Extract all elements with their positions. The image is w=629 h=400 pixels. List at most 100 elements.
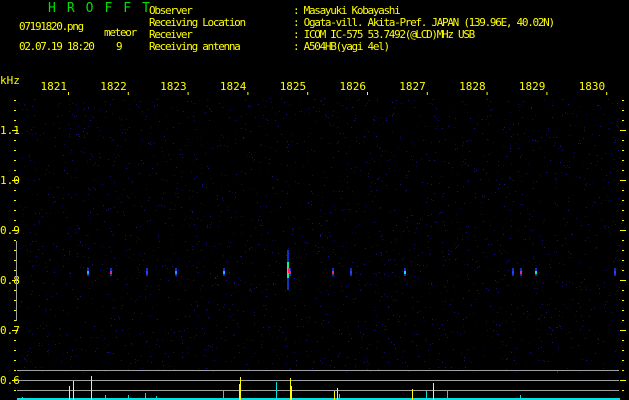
noise-pixel — [222, 107, 223, 108]
noise-pixel — [70, 276, 71, 277]
noise-pixel — [574, 98, 575, 99]
noise-pixel — [22, 133, 23, 134]
noise-pixel — [578, 303, 579, 304]
noise-pixel — [76, 115, 77, 116]
noise-pixel — [201, 220, 202, 221]
noise-pixel — [69, 104, 70, 105]
noise-pixel — [556, 183, 557, 184]
noise-pixel — [289, 253, 290, 254]
noise-pixel — [32, 106, 33, 107]
noise-pixel — [609, 329, 610, 330]
amplitude-bar — [105, 395, 106, 400]
noise-pixel — [192, 212, 193, 213]
noise-pixel — [469, 290, 470, 291]
noise-pixel — [396, 225, 397, 226]
noise-pixel — [366, 162, 367, 163]
y-tick — [12, 330, 18, 331]
noise-pixel — [260, 145, 261, 146]
noise-pixel — [398, 148, 399, 149]
noise-pixel — [50, 213, 51, 214]
noise-pixel — [486, 323, 487, 324]
noise-pixel — [225, 175, 226, 176]
noise-pixel — [606, 175, 607, 176]
noise-pixel — [359, 352, 360, 353]
noise-pixel — [269, 334, 270, 335]
noise-pixel — [135, 301, 136, 302]
noise-pixel — [557, 240, 558, 241]
noise-pixel — [494, 230, 495, 231]
noise-pixel — [352, 262, 353, 263]
noise-pixel — [562, 282, 563, 283]
noise-pixel — [388, 260, 389, 261]
noise-pixel — [561, 258, 562, 259]
x-tick-label: 1829 — [519, 80, 546, 93]
noise-pixel — [447, 280, 448, 281]
noise-pixel — [520, 213, 521, 214]
noise-pixel — [286, 337, 287, 338]
noise-pixel — [470, 118, 471, 119]
x-tick — [68, 92, 69, 95]
noise-pixel — [524, 260, 525, 261]
noise-pixel — [439, 141, 440, 142]
noise-pixel — [576, 116, 577, 117]
noise-pixel — [110, 208, 111, 209]
noise-pixel — [50, 309, 51, 310]
noise-pixel — [169, 366, 170, 367]
noise-pixel — [418, 301, 419, 302]
noise-pixel — [431, 142, 432, 143]
noise-pixel — [339, 353, 340, 354]
noise-pixel — [233, 335, 234, 336]
noise-pixel — [185, 316, 186, 317]
noise-pixel — [229, 117, 230, 118]
noise-pixel — [215, 278, 216, 279]
noise-pixel — [428, 350, 429, 351]
noise-pixel — [117, 212, 118, 213]
noise-pixel — [399, 253, 400, 254]
noise-pixel — [434, 116, 435, 117]
noise-pixel — [113, 109, 114, 110]
noise-pixel — [526, 173, 527, 174]
noise-pixel — [597, 105, 598, 106]
noise-pixel — [205, 183, 206, 184]
noise-pixel — [590, 290, 591, 291]
noise-pixel — [500, 324, 501, 325]
noise-pixel — [443, 276, 444, 277]
noise-pixel — [615, 351, 616, 352]
noise-pixel — [576, 176, 577, 177]
noise-pixel — [505, 334, 506, 335]
noise-pixel — [549, 137, 550, 138]
noise-pixel — [27, 249, 28, 250]
noise-pixel — [510, 151, 511, 152]
noise-pixel — [92, 264, 93, 265]
noise-pixel — [68, 233, 69, 234]
noise-pixel — [230, 242, 231, 243]
noise-pixel — [448, 250, 449, 251]
noise-pixel — [280, 207, 281, 208]
noise-pixel — [50, 259, 51, 260]
noise-pixel — [93, 187, 94, 188]
noise-pixel — [228, 207, 229, 208]
noise-pixel — [571, 234, 572, 235]
noise-pixel — [223, 256, 224, 257]
noise-pixel — [68, 258, 69, 259]
noise-pixel — [523, 313, 524, 314]
noise-pixel — [580, 307, 581, 308]
noise-pixel — [126, 284, 127, 285]
noise-pixel — [312, 175, 313, 176]
noise-pixel — [486, 119, 487, 120]
noise-pixel — [68, 335, 69, 336]
noise-pixel — [146, 103, 147, 104]
noise-pixel — [569, 161, 570, 162]
noise-pixel — [211, 178, 212, 179]
noise-pixel — [460, 208, 461, 209]
noise-pixel — [256, 287, 257, 288]
noise-pixel — [226, 280, 227, 281]
noise-pixel — [299, 98, 300, 99]
meteor-echo — [223, 271, 225, 274]
noise-pixel — [54, 270, 55, 271]
noise-pixel — [434, 160, 435, 161]
noise-pixel — [177, 193, 178, 194]
noise-pixel — [222, 198, 223, 199]
noise-pixel — [77, 253, 78, 254]
noise-pixel — [603, 368, 604, 369]
